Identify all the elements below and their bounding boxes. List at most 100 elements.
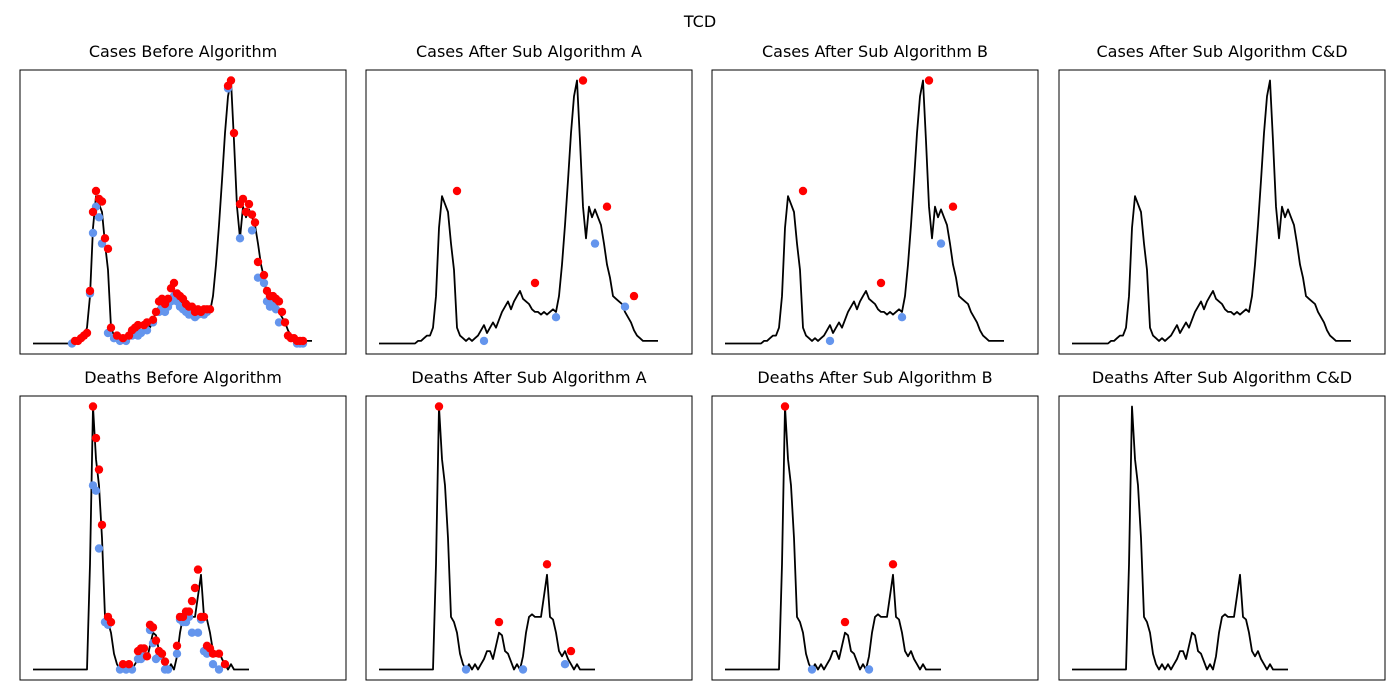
peak-point (103, 244, 113, 253)
trough-point (172, 649, 182, 658)
peak-point (106, 323, 116, 332)
peak-point (97, 520, 107, 530)
series-line (1072, 79, 1351, 345)
axes-frame (365, 69, 693, 355)
trough-point (551, 313, 561, 322)
series-line (725, 405, 941, 671)
peak-point (148, 315, 158, 324)
peak-point (160, 657, 170, 666)
peak-point (151, 636, 161, 645)
series-line (33, 405, 249, 671)
peak-point (888, 560, 898, 569)
peak-point (88, 207, 98, 217)
trough-point (187, 628, 197, 637)
trough-point (274, 318, 284, 327)
series-line (379, 79, 658, 345)
peak-point (452, 186, 462, 196)
peak-point (924, 76, 934, 85)
axes-frame (19, 69, 347, 355)
peak-point (602, 202, 612, 211)
peak-point (82, 328, 92, 338)
trough-point (94, 544, 104, 553)
peak-point (100, 234, 110, 243)
peak-point (91, 433, 101, 443)
chart-panel-deaths-4: Deaths After Sub Algorithm C&D (1058, 368, 1386, 681)
trough-point (936, 239, 946, 248)
peak-point (91, 186, 101, 196)
series-line (379, 405, 595, 671)
chart-panel-deaths-1: Deaths Before Algorithm (19, 368, 347, 681)
panel-title: Deaths After Sub Algorithm C&D (1092, 368, 1352, 387)
peak-point (88, 402, 98, 411)
peak-point (542, 560, 552, 569)
trough-point (560, 660, 570, 669)
peak-point (184, 607, 194, 616)
peak-point (226, 76, 236, 85)
peak-point (780, 402, 790, 411)
figure-title: TCD (683, 12, 716, 31)
chart-panel-cases-1: Cases Before Algorithm (19, 42, 347, 355)
peak-point (139, 644, 149, 653)
peak-point (220, 660, 230, 669)
peak-point (298, 336, 308, 346)
trough-point (88, 228, 98, 238)
peak-point (151, 307, 161, 317)
peak-point (85, 286, 95, 296)
peak-point (157, 649, 167, 658)
axes-frame (1058, 395, 1386, 681)
axes-frame (19, 395, 347, 681)
trough-point (214, 665, 224, 674)
peak-point (244, 199, 254, 209)
peak-point (876, 278, 886, 288)
peak-point (229, 128, 239, 138)
peak-point (840, 617, 850, 627)
trough-point (590, 239, 600, 248)
peak-point (163, 294, 173, 303)
peak-point (253, 257, 263, 267)
peak-point (94, 465, 104, 474)
axes-frame (1058, 69, 1386, 355)
peak-point (250, 218, 260, 227)
peak-point (124, 660, 134, 669)
axes-frame (365, 395, 693, 681)
trough-point (235, 234, 245, 243)
peak-point (629, 291, 639, 301)
peak-point (193, 565, 203, 574)
chart-panel-cases-3: Cases After Sub Algorithm B (711, 42, 1039, 355)
panel-title: Deaths After Sub Algorithm B (757, 368, 992, 387)
axes-frame (711, 69, 1039, 355)
peak-point (259, 270, 269, 280)
peak-point (566, 646, 576, 656)
chart-panel-deaths-3: Deaths After Sub Algorithm B (711, 368, 1039, 681)
panel-title: Deaths After Sub Algorithm A (411, 368, 646, 387)
series-line (1072, 405, 1288, 671)
peak-point (948, 202, 958, 211)
peak-point (434, 402, 444, 411)
peak-point (172, 641, 182, 650)
peak-point (247, 210, 257, 219)
panel-title: Cases After Sub Algorithm C&D (1096, 42, 1347, 61)
trough-point (193, 628, 203, 637)
peak-point (214, 649, 224, 658)
trough-point (807, 665, 817, 674)
trough-point (163, 665, 173, 674)
panel-title: Cases Before Algorithm (89, 42, 277, 61)
peak-point (798, 186, 808, 196)
peak-point (205, 305, 215, 314)
panels: Cases Before Algorithm Cases After Sub Al… (19, 42, 1386, 681)
trough-point (208, 660, 218, 669)
peak-point (238, 194, 248, 204)
series-line (725, 79, 1004, 345)
peak-point (208, 649, 218, 658)
trough-point (620, 302, 630, 311)
panel-title: Deaths Before Algorithm (84, 368, 282, 387)
panel-title: Cases After Sub Algorithm A (416, 42, 642, 61)
chart-panel-cases-4: Cases After Sub Algorithm C&D (1058, 42, 1386, 355)
peak-point (274, 297, 284, 306)
trough-point (247, 226, 257, 235)
peak-point (106, 617, 116, 627)
peak-point (187, 596, 197, 606)
panel-title: Cases After Sub Algorithm B (762, 42, 988, 61)
trough-point (461, 665, 471, 674)
trough-point (94, 213, 104, 222)
